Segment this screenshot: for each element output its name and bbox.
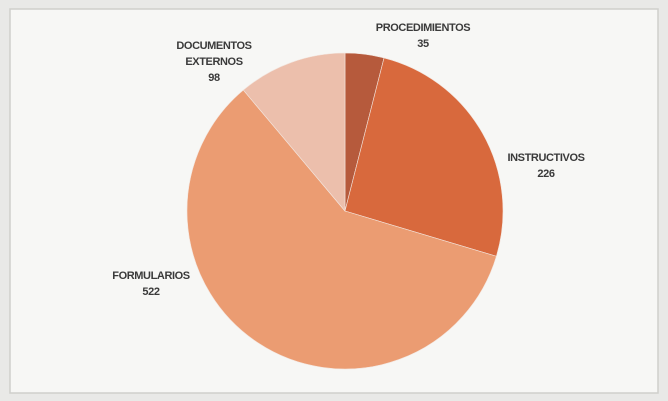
category-label: DOCUMENTOS EXTERNOS	[176, 40, 251, 68]
slices	[186, 52, 504, 370]
pie-slice	[186, 89, 497, 370]
value-label: 226	[537, 168, 554, 180]
category-label: PROCEDIMIENTOS	[376, 22, 470, 34]
value-label: 522	[142, 286, 159, 298]
category-label: INSTRUCTIVOS	[507, 152, 584, 164]
value-label: 35	[417, 38, 429, 50]
category-label: FORMULARIOS	[112, 270, 190, 282]
pie-slice	[242, 52, 346, 212]
pie-slice	[344, 57, 504, 257]
value-label: 98	[208, 72, 220, 84]
labels: PROCEDIMIENTOS 35 INSTRUCTIVOS 226 FORMULARI…	[112, 22, 585, 298]
